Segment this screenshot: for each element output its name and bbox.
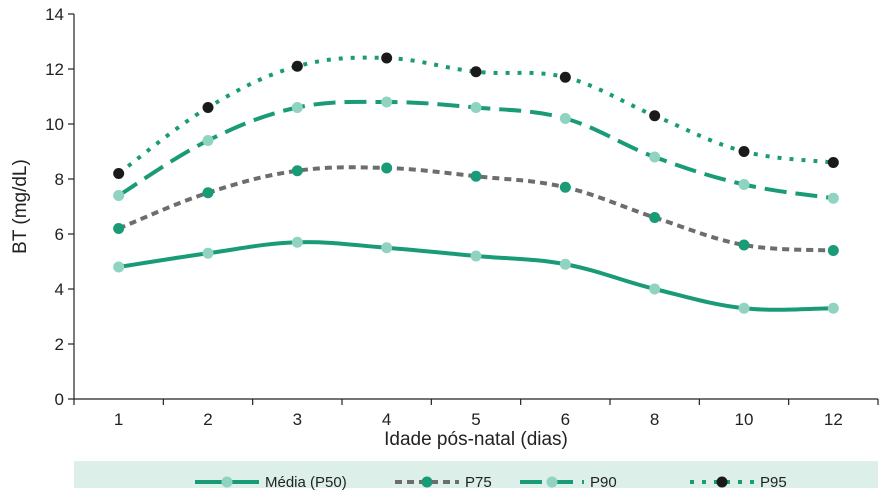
- legend-swatch-marker: [221, 476, 233, 488]
- data-point: [738, 302, 750, 314]
- data-point: [559, 71, 571, 83]
- data-point: [738, 239, 750, 251]
- data-point: [291, 236, 303, 248]
- data-point: [649, 110, 661, 122]
- y-tick-label: 14: [45, 5, 64, 24]
- series-3: [113, 96, 839, 204]
- data-point: [649, 212, 661, 223]
- data-point: [381, 242, 393, 254]
- data-point: [291, 102, 303, 113]
- legend-item-3: P90: [520, 474, 617, 491]
- y-tick-label: 8: [55, 170, 64, 189]
- y-tick-label: 2: [55, 335, 64, 354]
- data-point: [113, 190, 125, 201]
- y-axis-title: BT (mg/dL): [10, 159, 31, 254]
- series-line: [117, 165, 834, 253]
- data-point: [649, 283, 661, 295]
- x-tick-label: 1: [114, 410, 123, 429]
- x-tick-label: 12: [824, 410, 843, 429]
- data-point: [291, 60, 303, 72]
- legend-swatch-marker: [546, 476, 558, 488]
- data-point: [381, 52, 393, 64]
- x-tick-label: 6: [561, 410, 570, 429]
- data-point: [827, 245, 839, 256]
- legend-item-4: P95: [690, 474, 787, 491]
- data-point: [381, 96, 393, 108]
- legend-label: P95: [760, 474, 787, 491]
- x-axis-ticks: 1 2 3 4 5 6 8 10 12: [73, 399, 879, 429]
- data-point: [202, 102, 214, 113]
- data-point: [470, 250, 482, 262]
- data-point: [113, 168, 125, 179]
- data-point: [470, 170, 482, 182]
- series-group: [113, 52, 839, 314]
- y-axis-ticks: 0 2 4 6 8 10 12 14: [45, 5, 74, 409]
- legend-item-1: Média (P50): [195, 474, 347, 491]
- y-tick-label: 6: [55, 225, 64, 244]
- x-tick-label: 10: [735, 410, 754, 429]
- data-point: [827, 192, 839, 204]
- series-line: [117, 99, 834, 201]
- data-point: [202, 135, 214, 146]
- legend-label: P90: [590, 474, 617, 491]
- data-point: [559, 181, 571, 193]
- y-tick-label: 0: [55, 390, 64, 409]
- data-point: [291, 165, 303, 177]
- data-point: [827, 157, 839, 168]
- series-2: [113, 162, 839, 256]
- legend-swatch-marker: [716, 476, 728, 488]
- data-point: [113, 261, 125, 273]
- data-point: [381, 162, 393, 174]
- series-4: [113, 52, 839, 179]
- x-tick-label: 3: [293, 410, 302, 429]
- y-tick-label: 12: [45, 60, 64, 79]
- legend: Média (P50) P75 P90 P95: [74, 461, 878, 491]
- legend-swatch-marker: [421, 476, 433, 488]
- data-point: [827, 302, 839, 314]
- x-tick-label: 5: [471, 410, 480, 429]
- data-point: [202, 187, 214, 199]
- axes: [73, 14, 878, 400]
- data-point: [738, 179, 750, 190]
- x-axis-title: Idade pós-natal (dias): [384, 429, 568, 450]
- series-line: [117, 55, 834, 176]
- x-tick-label: 2: [203, 410, 212, 429]
- legend-label: P75: [465, 474, 492, 491]
- data-point: [113, 223, 125, 234]
- data-point: [649, 151, 661, 163]
- data-point: [470, 66, 482, 78]
- legend-label: Média (P50): [265, 474, 347, 491]
- data-point: [202, 247, 214, 259]
- series-1: [113, 236, 839, 314]
- data-point: [559, 113, 571, 124]
- x-tick-label: 4: [382, 410, 391, 429]
- legend-item-2: P75: [395, 474, 492, 491]
- data-point: [738, 146, 750, 157]
- x-tick-label: 8: [650, 410, 659, 429]
- data-point: [559, 258, 571, 270]
- y-tick-label: 4: [55, 280, 64, 299]
- y-tick-label: 10: [45, 115, 64, 134]
- data-point: [470, 102, 482, 113]
